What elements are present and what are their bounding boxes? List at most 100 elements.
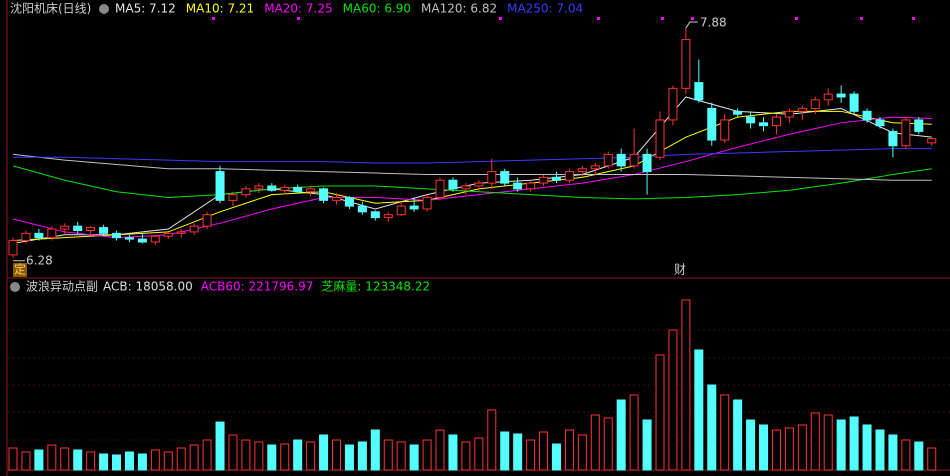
candle-body: [810, 99, 820, 109]
candle-body: [189, 225, 199, 233]
candle-body: [60, 225, 70, 230]
candle-body: [603, 153, 613, 167]
candle-body: [590, 165, 600, 170]
candle-body: [448, 179, 458, 190]
candle-body: [539, 176, 549, 184]
indicator-label: ACB60: 221796.97: [201, 280, 314, 294]
volume-bar: [112, 454, 122, 471]
volume-bar: [176, 447, 186, 471]
volume-bar: [551, 443, 561, 471]
candle-body: [332, 196, 341, 201]
candle-body: [927, 138, 937, 144]
volume-bar: [21, 451, 31, 471]
candle-body: [759, 122, 769, 127]
candle-body: [47, 228, 57, 239]
candle-body: [228, 194, 238, 201]
candle-body: [707, 107, 717, 141]
volume-bar: [888, 434, 898, 471]
candle-body: [150, 235, 160, 243]
volume-bar: [86, 451, 96, 471]
volume-bar: [241, 439, 251, 471]
volume-bar: [99, 453, 109, 471]
volume-bar: [396, 441, 406, 471]
candle-body: [163, 232, 173, 237]
volume-bar: [448, 434, 458, 471]
volume-bar: [73, 449, 83, 471]
volume-bar: [784, 427, 794, 471]
candle-body: [344, 196, 354, 207]
volume-bar: [293, 439, 303, 471]
menu-icon[interactable]: [99, 4, 109, 14]
candle-body: [306, 188, 316, 193]
candle-body: [733, 110, 743, 115]
candle-body: [500, 171, 510, 184]
candle-body: [875, 119, 885, 127]
candle-body: [319, 188, 329, 201]
volume-bar: [629, 394, 639, 471]
volume-bar: [668, 329, 678, 471]
candle-body: [771, 116, 781, 127]
candle-body: [629, 153, 639, 167]
volume-bar: [137, 453, 147, 471]
volume-bar: [150, 449, 160, 471]
candle-body: [176, 231, 186, 234]
volume-bar: [228, 434, 238, 471]
volume-bar: [383, 439, 393, 471]
volume-bar: [810, 412, 820, 471]
candle-body: [681, 39, 691, 89]
volume-bar: [189, 444, 199, 471]
volume-bar: [357, 441, 367, 471]
candle-body: [112, 232, 122, 239]
candle-body: [901, 119, 911, 147]
volume-bar: [694, 349, 704, 471]
volume-bar: [163, 451, 173, 471]
ma-label: MA250: 7.04: [507, 2, 583, 16]
volume-bar: [280, 443, 290, 471]
volume-bar: [862, 424, 872, 471]
volume-bar: [526, 439, 536, 471]
candle-body: [474, 182, 484, 187]
volume-bar: [849, 416, 859, 471]
marker: 财: [674, 263, 686, 277]
volume-bar: [901, 439, 911, 471]
volume-bar: [577, 434, 587, 471]
candle-body: [694, 82, 704, 101]
candle-body: [435, 179, 445, 198]
volume-bar: [409, 444, 419, 471]
volume-bar: [564, 429, 574, 471]
indicator-label: ACB: 18058.00: [103, 280, 193, 294]
volume-bar: [836, 419, 846, 471]
candle-body: [370, 211, 380, 219]
ma-label: MA20: 7.25: [264, 2, 332, 16]
candle-body: [409, 205, 419, 210]
volume-bar: [370, 429, 380, 471]
candle-body: [784, 110, 794, 118]
volume-bar: [461, 441, 471, 471]
ma-label: MA5: 7.12: [115, 2, 176, 16]
volume-bar: [124, 451, 134, 471]
volume-bar: [267, 444, 277, 471]
volume-bar: [539, 431, 549, 471]
volume-bar: [746, 419, 756, 471]
volume-bar: [319, 434, 329, 471]
volume-bar: [513, 433, 523, 471]
candle-body: [137, 238, 147, 243]
candle-body: [357, 205, 367, 213]
signal-dots: [212, 17, 915, 20]
chart-title: 沈阳机床(日线): [10, 1, 91, 16]
volume-bar: [34, 449, 44, 471]
candle-body: [914, 119, 924, 132]
volume-bar: [733, 399, 743, 471]
candle-body: [202, 214, 212, 227]
marker-box: [673, 263, 687, 277]
candle-body: [564, 171, 574, 181]
candle-body: [551, 176, 561, 181]
candle-body: [383, 214, 393, 219]
menu-icon[interactable]: [10, 282, 20, 292]
candle-body: [577, 168, 587, 173]
indicator-label: 芝麻量: 123348.22: [321, 279, 430, 294]
candle-body: [215, 171, 225, 201]
candle-body: [254, 185, 264, 190]
ma-label: MA120: 6.82: [421, 2, 497, 16]
